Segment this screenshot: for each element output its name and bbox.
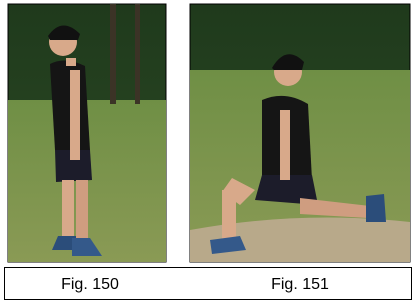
photo-right [190, 4, 410, 262]
figure-sheet: Fig. 150 Fig. 151 [0, 0, 415, 302]
caption: Fig. 151 [271, 276, 329, 293]
photo-left [8, 4, 166, 262]
page: Fig. 150 Fig. 151 (() => { const data = … [0, 0, 415, 302]
caption: Fig. 150 [61, 276, 119, 293]
